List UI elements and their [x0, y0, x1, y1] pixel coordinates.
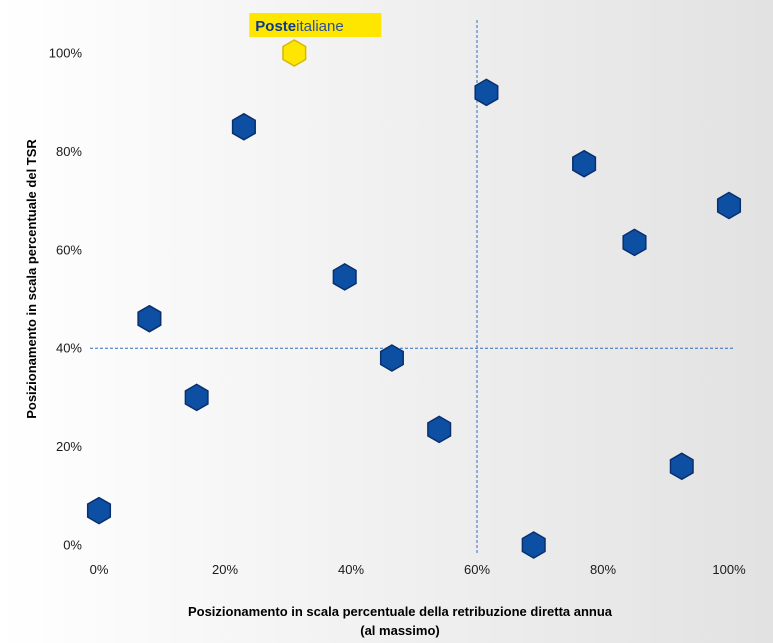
x-tick-label: 80% — [590, 562, 616, 577]
highlight-data-point — [282, 39, 307, 67]
logo-text-bold: Poste — [255, 18, 296, 35]
x-axis-title-line-2: (al massimo) — [360, 623, 439, 638]
y-axis-ticks: 0% 20% 40% 60% 80% 100% — [49, 46, 83, 553]
data-points — [86, 39, 742, 559]
x-tick-label: 0% — [90, 562, 109, 577]
poste-italiane-logo: Posteitaliane — [249, 13, 382, 37]
data-point — [427, 415, 452, 444]
y-tick-label: 20% — [56, 439, 82, 454]
y-axis-title: Posizionamento in scala percentuale del … — [24, 139, 39, 419]
y-tick-label: 60% — [56, 242, 82, 257]
data-point — [572, 149, 597, 178]
y-tick-label: 40% — [56, 341, 82, 356]
reference-lines — [90, 20, 734, 553]
x-axis-ticks: 0% 20% 40% 60% 80% 100% — [90, 562, 746, 577]
logo-text-regular: italiane — [296, 18, 344, 35]
x-tick-label: 100% — [712, 562, 746, 577]
data-point — [716, 191, 742, 220]
data-point — [231, 112, 256, 141]
data-point — [86, 496, 112, 525]
data-point — [379, 344, 404, 372]
y-tick-label: 100% — [49, 46, 83, 61]
data-point — [669, 452, 694, 481]
logo-background — [249, 13, 382, 37]
data-point — [332, 263, 357, 291]
x-tick-label: 60% — [464, 562, 490, 577]
data-point — [521, 531, 546, 559]
x-tick-label: 20% — [212, 562, 238, 577]
data-point — [184, 383, 209, 412]
y-tick-label: 80% — [56, 144, 82, 159]
data-point — [622, 228, 647, 257]
x-axis-title-line-1: Posizionamento in scala percentuale dell… — [188, 604, 613, 619]
logo-text: Posteitaliane — [255, 18, 343, 35]
y-tick-label: 0% — [63, 538, 82, 553]
x-tick-label: 40% — [338, 562, 364, 577]
data-point — [137, 304, 162, 333]
data-point — [474, 78, 499, 107]
